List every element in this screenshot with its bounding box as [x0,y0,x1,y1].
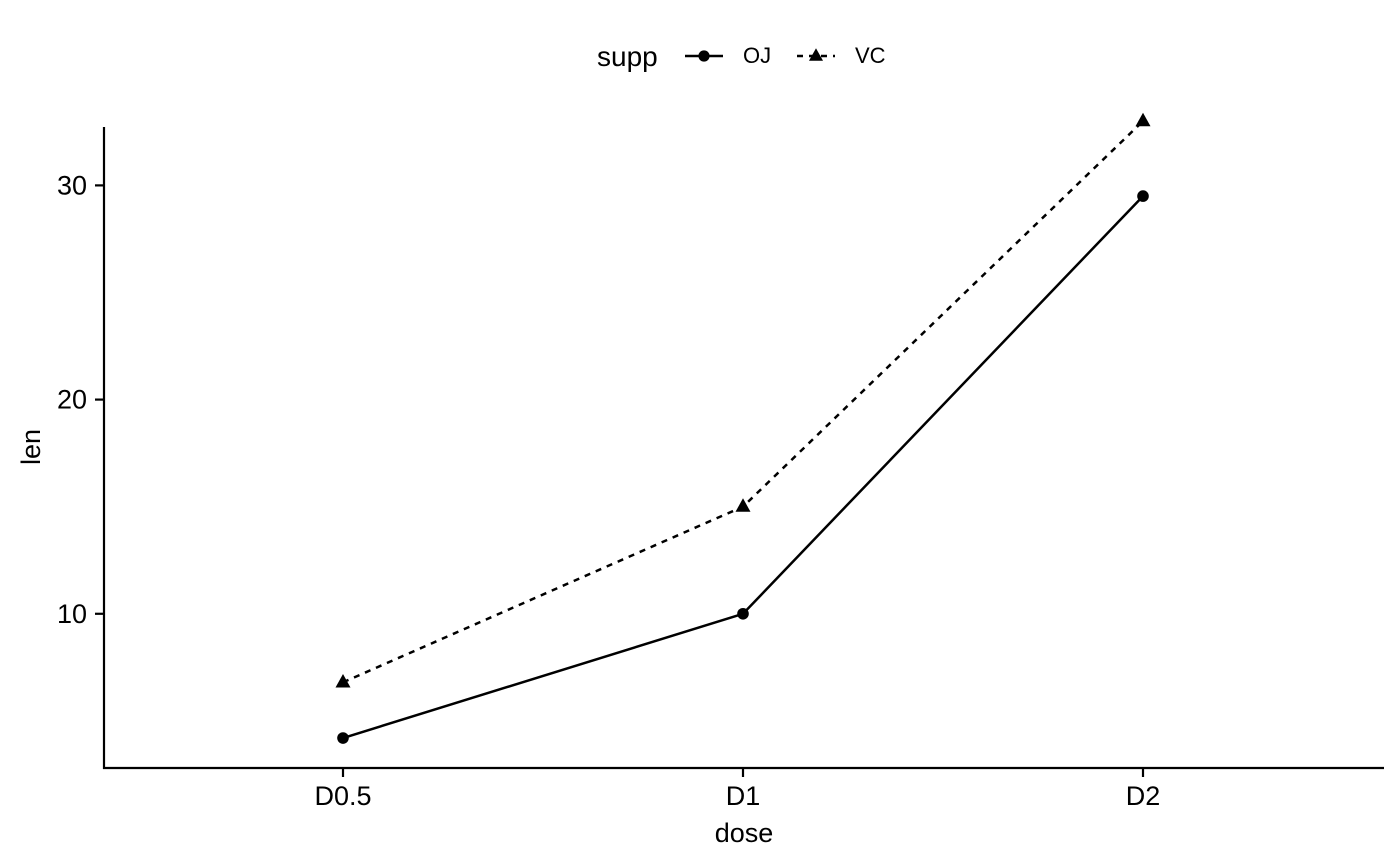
point-OJ-D2 [1137,190,1149,202]
y-tick-label-20: 20 [57,385,87,415]
x-axis-title: dose [715,818,774,848]
legend-marker-VC [809,48,823,61]
y-axis-title: len [16,429,46,465]
y-tick-label-30: 30 [57,170,87,200]
legend-items: OJ VC [685,43,886,68]
legend-title: supp [597,41,658,72]
y-axis-ticks: 10 20 30 [57,170,104,629]
x-tick-label-D2: D2 [1126,781,1161,811]
legend-label-OJ: OJ [743,43,771,68]
legend: supp OJ VC [597,41,886,72]
legend-label-VC: VC [855,43,886,68]
legend-marker-OJ [698,50,710,62]
point-VC-D2 [1135,112,1151,127]
series-line-OJ [342,195,1144,740]
point-OJ-D1 [737,607,749,620]
series-layer [335,112,1151,744]
y-tick-label-10: 10 [57,599,87,629]
point-VC-D0.5 [335,673,351,688]
point-VC-D1 [735,498,751,512]
point-OJ-D0.5 [337,732,349,744]
x-tick-label-D0.5: D0.5 [314,781,371,811]
x-axis-ticks: D0.5 D1 D2 [314,768,1160,811]
series-line-VC [342,120,1144,684]
x-tick-label-D1: D1 [726,781,761,811]
